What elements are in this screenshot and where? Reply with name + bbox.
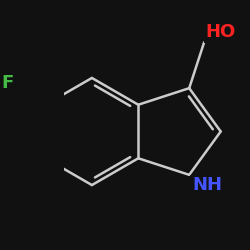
Text: HO: HO [206,23,236,41]
Text: NH: NH [192,176,222,194]
Text: F: F [1,74,14,92]
